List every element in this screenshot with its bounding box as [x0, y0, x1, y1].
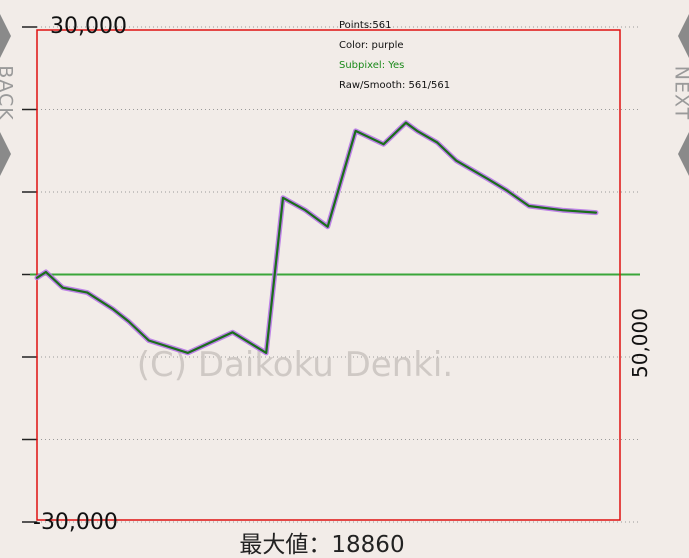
max-value-footer: 最大値：18860: [239, 532, 404, 558]
next-arrow-icon-lower[interactable]: [678, 132, 689, 176]
raw-smooth-readout: Raw/Smooth: 561/561: [339, 80, 451, 91]
subpixel-readout: Subpixel: Yes: [339, 60, 405, 71]
series-line-group: [34, 120, 599, 356]
points-readout: Points:561: [339, 20, 392, 31]
y-top-label: 30,000: [50, 14, 127, 39]
back-arrow-icon[interactable]: [0, 14, 11, 58]
series-line-0: [35, 121, 598, 354]
grid-lines: [37, 26, 640, 523]
series-glow-0: [34, 120, 599, 356]
next-arrow-icon[interactable]: [678, 14, 689, 58]
back-arrow-icon-lower[interactable]: [0, 132, 11, 176]
color-readout: Color: purple: [339, 40, 404, 51]
x-right-label: 50,000: [628, 308, 652, 378]
y-bottom-label: -30,000: [33, 510, 118, 535]
y-axis-ticks: [22, 26, 37, 523]
